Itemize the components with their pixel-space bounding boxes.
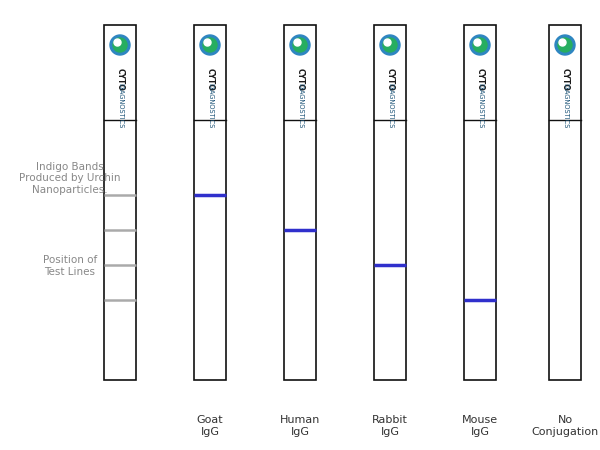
Bar	[374, 25, 406, 380]
Circle shape	[114, 39, 121, 46]
Text: Indigo Bands
Produced by Urchin
Nanoparticles.: Indigo Bands Produced by Urchin Nanopart…	[19, 162, 121, 195]
Bar	[464, 25, 496, 380]
Circle shape	[470, 35, 490, 55]
Circle shape	[383, 38, 397, 52]
Circle shape	[558, 38, 572, 52]
Text: Human
IgG: Human IgG	[280, 415, 320, 436]
Circle shape	[113, 38, 127, 52]
Text: CYTO: CYTO	[205, 68, 215, 91]
Text: Rabbit
IgG: Rabbit IgG	[372, 415, 408, 436]
Bar	[284, 25, 316, 380]
Text: CYTO: CYTO	[115, 68, 125, 91]
Circle shape	[293, 38, 307, 52]
Circle shape	[555, 35, 575, 55]
Text: Mouse
IgG: Mouse IgG	[462, 415, 498, 436]
Text: DIAGNOSTICS: DIAGNOSTICS	[562, 83, 568, 128]
Circle shape	[384, 39, 391, 46]
Text: CYTO: CYTO	[386, 68, 395, 91]
Text: DIAGNOSTICS: DIAGNOSTICS	[297, 83, 303, 128]
Circle shape	[474, 39, 481, 46]
Text: No
Conjugation: No Conjugation	[532, 415, 599, 436]
Bar	[549, 25, 581, 380]
Text: DIAGNOSTICS: DIAGNOSTICS	[207, 83, 213, 128]
Circle shape	[473, 38, 487, 52]
Circle shape	[290, 35, 310, 55]
Circle shape	[559, 39, 566, 46]
Bar	[194, 25, 226, 380]
Text: CYTO: CYTO	[296, 68, 305, 91]
Circle shape	[200, 35, 220, 55]
Text: DIAGNOSTICS: DIAGNOSTICS	[477, 83, 483, 128]
Text: DIAGNOSTICS: DIAGNOSTICS	[117, 83, 123, 128]
Circle shape	[203, 38, 217, 52]
Text: Goat
IgG: Goat IgG	[197, 415, 223, 436]
Text: Position of
Test Lines: Position of Test Lines	[43, 255, 97, 277]
Text: CYTO: CYTO	[476, 68, 485, 91]
Text: DIAGNOSTICS: DIAGNOSTICS	[387, 83, 393, 128]
Circle shape	[204, 39, 211, 46]
Bar	[104, 25, 136, 380]
Circle shape	[380, 35, 400, 55]
Text: CYTO: CYTO	[560, 68, 569, 91]
Circle shape	[294, 39, 301, 46]
Circle shape	[110, 35, 130, 55]
